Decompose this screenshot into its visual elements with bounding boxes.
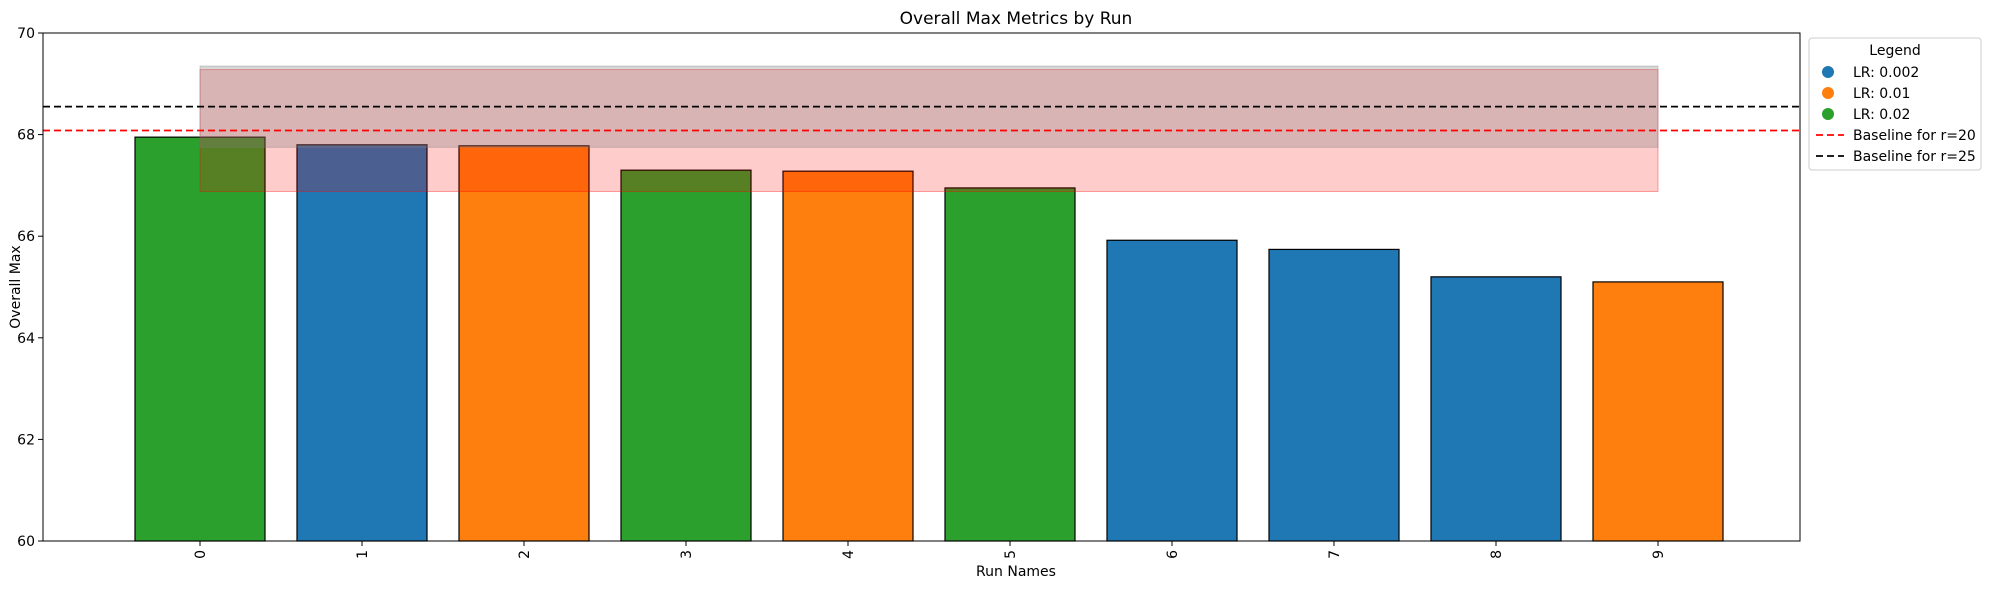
y-tick-label: 64 — [17, 331, 35, 347]
legend-entry-label: LR: 0.02 — [1853, 107, 1910, 123]
legend-entry-label: Baseline for r=20 — [1853, 128, 1976, 144]
bar-run-8 — [1430, 276, 1562, 542]
bar-run-0 — [134, 136, 266, 542]
plot-area — [43, 65, 1800, 542]
bar-run-2 — [458, 145, 590, 542]
x-tick-label: 4 — [841, 550, 857, 559]
y-tick-label: 66 — [17, 229, 35, 245]
y-tick-label: 62 — [17, 432, 35, 448]
y-axis: 60 62 64 66 68 70 — [17, 26, 43, 550]
x-axis: 0 1 2 3 4 5 6 7 8 9 — [193, 541, 1667, 559]
x-tick-label: 8 — [1489, 550, 1505, 559]
bar-run-6 — [1106, 239, 1238, 542]
bar-run-5 — [944, 187, 1076, 542]
legend-box — [1808, 37, 1982, 171]
x-axis-label: Run Names — [976, 564, 1056, 580]
x-tick-label: 0 — [193, 550, 209, 559]
x-tick-label: 2 — [517, 550, 533, 559]
x-tick-label: 9 — [1651, 550, 1667, 559]
bar-run-4 — [782, 170, 914, 542]
x-tick-label: 1 — [355, 550, 371, 559]
y-tick-label: 60 — [17, 534, 35, 550]
legend-entry-label: LR: 0.01 — [1853, 86, 1910, 102]
y-tick-label: 68 — [17, 128, 35, 144]
bar-run-9 — [1592, 281, 1724, 542]
chart-title: Overall Max Metrics by Run — [900, 9, 1133, 29]
y-tick-label: 70 — [17, 26, 35, 42]
legend-marker-dot — [1822, 87, 1834, 99]
bar-run-1 — [296, 144, 428, 542]
legend-marker-dot — [1822, 66, 1834, 78]
plot-frame — [42, 32, 1801, 542]
legend-marker-dot — [1822, 108, 1834, 120]
x-tick-label: 7 — [1327, 550, 1343, 559]
legend-title: Legend — [1869, 43, 1920, 59]
x-tick-label: 5 — [1003, 550, 1019, 559]
y-axis-label: Overall Max — [8, 245, 24, 328]
legend-entry-label: Baseline for r=25 — [1853, 149, 1976, 165]
bar-run-3 — [620, 169, 752, 542]
legend-entry-label: LR: 0.002 — [1853, 65, 1919, 81]
legend: Legend LR: 0.002 LR: 0.01 LR: 0.02 Baseline … — [1808, 37, 1982, 171]
x-tick-label: 3 — [679, 550, 695, 559]
x-tick-label: 6 — [1165, 550, 1181, 559]
bar-run-7 — [1268, 248, 1400, 542]
